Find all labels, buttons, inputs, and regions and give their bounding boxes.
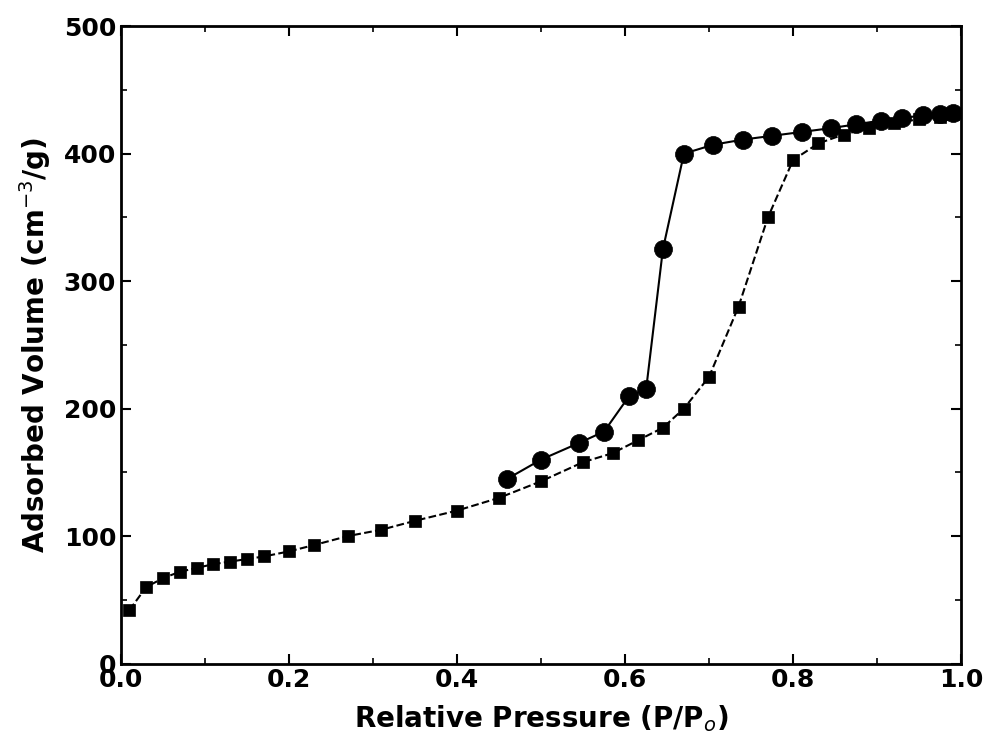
Y-axis label: Adsorbed Volume (cm$^{-3}$/g): Adsorbed Volume (cm$^{-3}$/g) [17,137,53,553]
X-axis label: Relative Pressure (P/P$_o$): Relative Pressure (P/P$_o$) [354,704,728,734]
